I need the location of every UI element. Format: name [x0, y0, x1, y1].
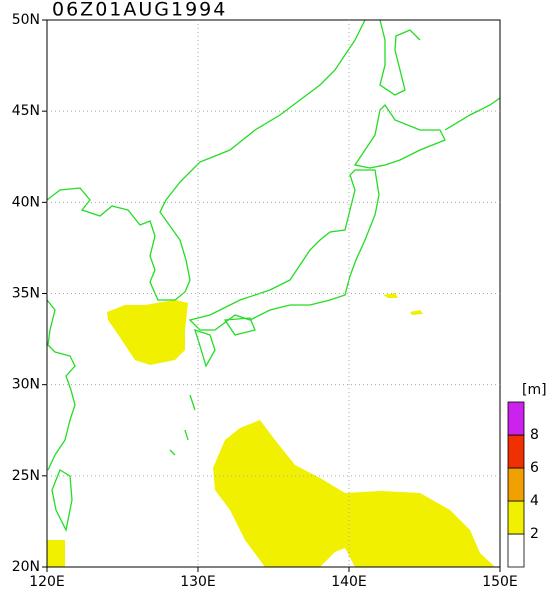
- wave-area: [107, 300, 188, 365]
- y-tick-label: 45N: [12, 103, 40, 119]
- coastline: [188, 169, 380, 331]
- coastline: [223, 317, 256, 336]
- colorbar-box: [507, 467, 525, 502]
- coastline: [379, 19, 421, 96]
- map-title: 06Z01AUG1994: [52, 0, 227, 21]
- wave-height-areas: [47, 293, 495, 567]
- colorbar-box: [507, 500, 525, 535]
- colorbar-label: 4: [530, 493, 539, 509]
- y-tick-label: 40N: [12, 194, 40, 210]
- y-tick-label: 25N: [12, 468, 40, 484]
- colorbar-box: [507, 533, 525, 568]
- coastline: [194, 328, 216, 368]
- x-tick-label: 120E: [29, 574, 65, 590]
- colorbar-box: [507, 434, 525, 469]
- colorbar-box: [507, 401, 525, 436]
- coastline: [46, 299, 76, 471]
- wave-area: [383, 293, 398, 298]
- y-tick-label: 20N: [12, 559, 40, 575]
- y-tick-label: 50N: [12, 12, 40, 28]
- coastline: [51, 469, 73, 532]
- wave-area: [410, 310, 423, 315]
- x-tick-label: 130E: [180, 574, 216, 590]
- coastline: [169, 394, 196, 456]
- colorbar-label: 2: [530, 526, 539, 542]
- coastline: [46, 19, 366, 301]
- coastlines: [46, 19, 501, 532]
- x-tick-label: 140E: [331, 574, 367, 590]
- colorbar-unit: [m]: [522, 382, 547, 398]
- x-tick-label: 150E: [482, 574, 518, 590]
- y-tick-label: 35N: [12, 286, 40, 302]
- coastline: [444, 97, 501, 131]
- wave-area: [213, 420, 495, 567]
- colorbar-label: 6: [530, 460, 539, 476]
- colorbar-label: 8: [530, 427, 539, 443]
- y-tick-label: 30N: [12, 377, 40, 393]
- coastline: [353, 103, 446, 169]
- wave-area: [47, 540, 65, 567]
